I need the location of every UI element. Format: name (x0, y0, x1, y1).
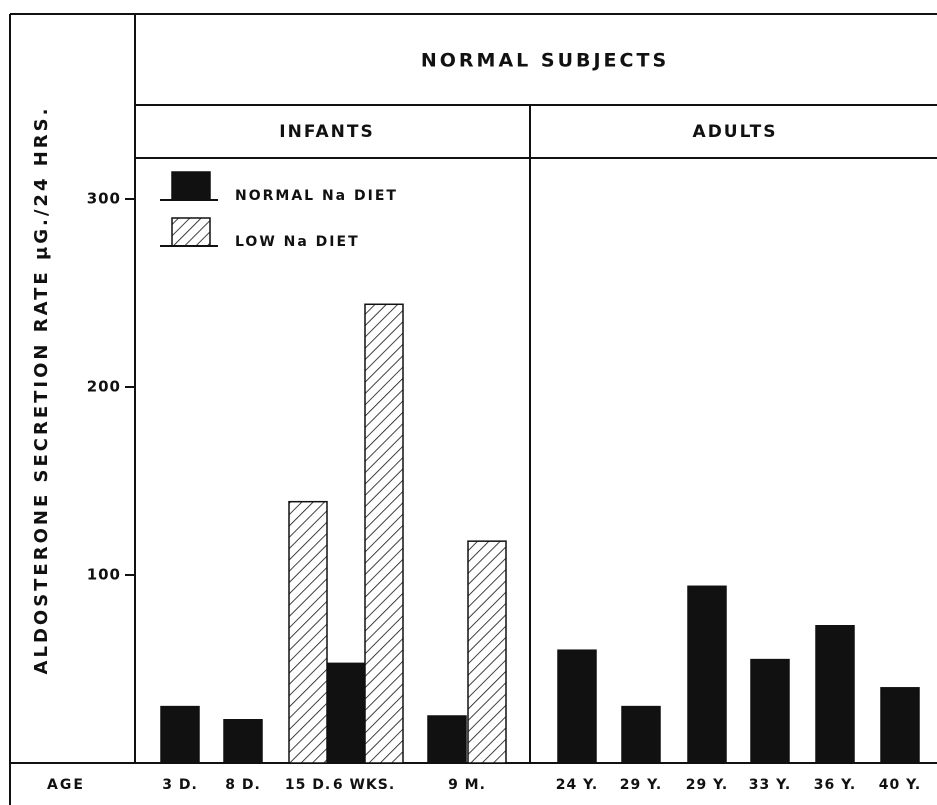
legend-label: NORMAL Na DIET (235, 188, 398, 204)
x-tick-label: 40 Y. (879, 777, 922, 793)
chart-title: NORMAL SUBJECTS (421, 50, 669, 72)
legend-swatch (171, 217, 211, 247)
x-tick-label: 29 Y. (686, 777, 729, 793)
bar (427, 715, 467, 764)
bar (223, 719, 263, 764)
x-axis-label: AGE (47, 777, 85, 793)
y-tick-label: 200 (87, 378, 121, 396)
legend-swatch (171, 171, 211, 201)
bar (160, 705, 200, 764)
legend-label: LOW Na DIET (235, 234, 360, 250)
x-tick-label: 3 D. (162, 777, 198, 793)
x-tick-label: 29 Y. (620, 777, 663, 793)
x-tick-label: 8 D. (225, 777, 261, 793)
x-tick-label: 15 D. (285, 777, 331, 793)
bar (750, 658, 790, 764)
bar (815, 625, 855, 764)
x-tick-label: 33 Y. (749, 777, 792, 793)
y-axis-label: ALDOSTERONE SECRETION RATE μG./24 HRS. (31, 106, 52, 675)
bar (325, 662, 365, 764)
y-tick-label: 300 (87, 190, 121, 208)
bar (621, 705, 661, 764)
x-tick-label: 24 Y. (556, 777, 599, 793)
x-tick-label: 6 WKS. (333, 777, 395, 793)
bar (880, 687, 920, 764)
x-tick-label: 9 M. (448, 777, 486, 793)
bar (467, 540, 507, 764)
group-label: ADULTS (693, 122, 778, 142)
group-label: INFANTS (279, 122, 374, 142)
bar (557, 649, 597, 764)
bar (288, 500, 328, 764)
x-tick-label: 36 Y. (814, 777, 857, 793)
bar (687, 585, 727, 764)
bar (364, 303, 404, 764)
y-tick-label: 100 (87, 566, 121, 584)
